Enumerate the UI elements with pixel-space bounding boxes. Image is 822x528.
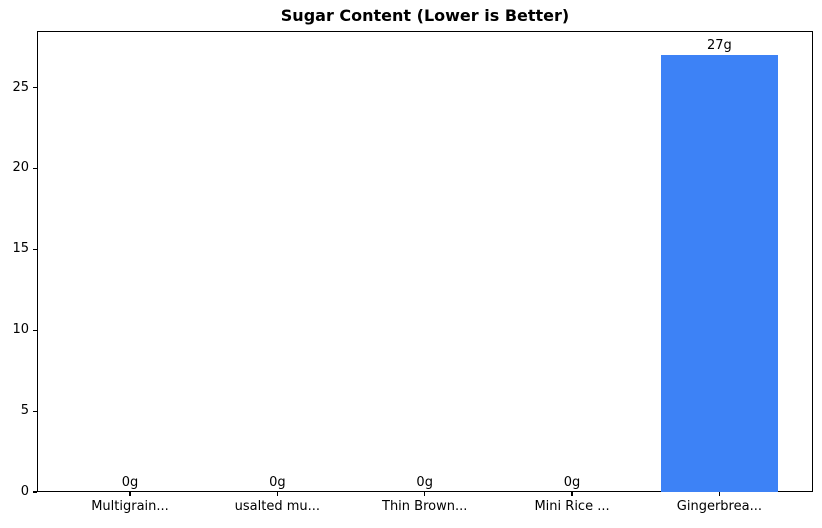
bar-value-label: 0g (416, 475, 433, 490)
x-tick-mark (129, 492, 131, 496)
y-tick-label: 25 (12, 79, 29, 95)
bar (660, 55, 778, 492)
y-tick-mark (33, 329, 37, 331)
x-tick-label: Gingerbrea... (676, 499, 762, 514)
y-tick-label: 5 (20, 403, 29, 419)
y-tick-mark (33, 87, 37, 89)
chart-title: Sugar Content (Lower is Better) (280, 6, 570, 25)
x-tick-mark (718, 492, 720, 496)
y-tick-label: 0 (20, 484, 29, 499)
x-tick-mark (571, 492, 573, 496)
y-tick-mark (33, 248, 37, 250)
y-tick-label: 20 (12, 160, 29, 176)
x-tick-label: Mini Rice ... (534, 499, 610, 514)
y-tick-mark (33, 491, 37, 493)
y-tick-mark (33, 410, 37, 412)
bar-value-label: 0g (563, 475, 581, 490)
y-tick-label: 10 (12, 322, 29, 338)
x-tick-label: Multigrain... (91, 499, 169, 514)
y-tick-mark (33, 167, 37, 170)
x-tick-mark (276, 492, 278, 496)
x-tick-label: usalted mu... (234, 499, 321, 514)
bar-value-label: 27g (706, 38, 732, 54)
bar-value-label: 0g (121, 475, 139, 490)
y-tick-label: 15 (12, 241, 29, 257)
x-tick-mark (424, 492, 426, 496)
bar-value-label: 0g (269, 475, 286, 490)
x-tick-label: Thin Brown... (382, 499, 468, 514)
